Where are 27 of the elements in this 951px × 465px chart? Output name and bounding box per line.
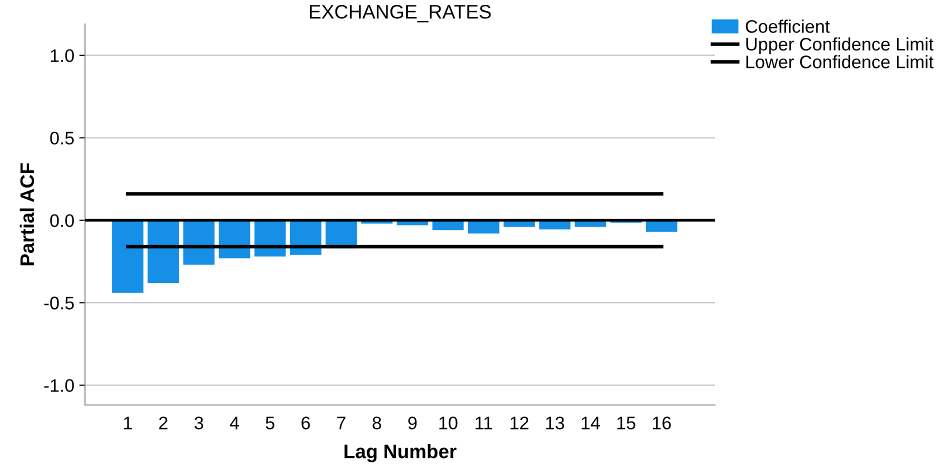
- y-tick-label: -0.5: [44, 296, 74, 310]
- legend-label: Upper Confidence Limit: [746, 37, 934, 54]
- x-tick-label: 4: [230, 416, 239, 430]
- x-tick-label: 2: [159, 416, 168, 430]
- legend-label: Lower Confidence Limit: [746, 55, 934, 68]
- x-tick-label: 7: [337, 416, 346, 430]
- x-tick-label: 15: [617, 416, 636, 430]
- x-tick-label: 16: [652, 416, 671, 430]
- x-axis-title: Lag Number: [344, 444, 456, 462]
- legend-label: Coefficient: [746, 20, 830, 33]
- chart-title: EXCHANGE_RATES: [310, 4, 491, 22]
- x-tick-label: 9: [408, 416, 417, 430]
- x-tick-label: 5: [266, 416, 274, 430]
- y-axis-title: Partial ACF: [20, 163, 34, 266]
- y-tick-label: -1.0: [44, 379, 74, 392]
- x-tick-label: 10: [439, 416, 458, 430]
- x-tick-label: 11: [476, 416, 492, 430]
- y-tick-label: 0.0: [50, 214, 74, 227]
- y-tick-label: 1.0: [50, 49, 74, 62]
- y-tick-label: 0.5: [50, 132, 74, 145]
- x-tick-label: 6: [302, 416, 310, 430]
- x-tick-label: 12: [510, 416, 528, 430]
- x-tick-label: 8: [372, 416, 382, 430]
- x-tick-label: 14: [582, 416, 600, 430]
- x-tick-label: 1: [124, 416, 132, 430]
- x-tick-label: 3: [194, 416, 204, 430]
- x-tick-label: 13: [546, 416, 564, 430]
